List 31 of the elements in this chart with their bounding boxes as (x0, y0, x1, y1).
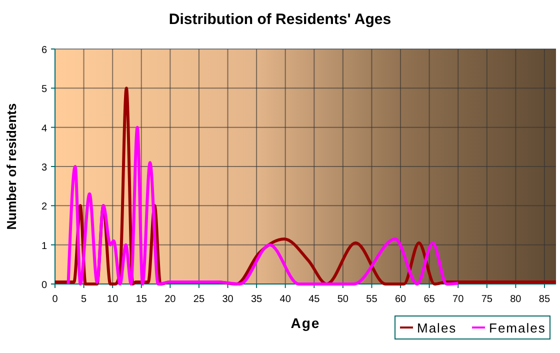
y-tick-label: 5 (41, 84, 48, 96)
x-tick-label: 60 (394, 294, 407, 305)
x-tick-label: 75 (481, 294, 493, 305)
x-tick-label: 50 (337, 294, 349, 305)
x-tick-label: 45 (308, 294, 320, 305)
y-tick-label: 6 (41, 45, 48, 56)
x-tick-label: 25 (193, 294, 205, 305)
x-tick-label: 15 (136, 294, 148, 305)
y-axis-title: Number of residents (4, 103, 19, 230)
x-tick-label: 70 (452, 294, 464, 305)
x-tick-label: 10 (107, 294, 119, 305)
legend-label: Females (489, 320, 546, 336)
chart-title: Distribution of Residents' Ages (168, 11, 392, 28)
x-tick-label: 80 (510, 294, 522, 305)
y-tick-label: 3 (41, 162, 48, 174)
y-tick-label: 1 (41, 240, 48, 252)
y-tick-label: 2 (41, 202, 48, 213)
x-tick-label: 20 (164, 294, 176, 305)
x-tick-label: 55 (366, 294, 378, 305)
x-tick-label: 30 (222, 294, 234, 305)
y-tick-label: 0 (41, 280, 48, 291)
x-tick-label: 65 (424, 294, 436, 305)
x-tick-label: 85 (538, 294, 550, 305)
x-tick-label: 40 (280, 294, 292, 305)
x-tick-label: 5 (81, 294, 88, 305)
x-tick-label: 0 (52, 294, 58, 305)
x-tick-label: 35 (250, 294, 263, 305)
x-axis-title: Age (290, 315, 320, 331)
line-series (66, 126, 460, 286)
legend-label: Males (417, 320, 457, 336)
y-tick-label: 4 (41, 123, 48, 134)
